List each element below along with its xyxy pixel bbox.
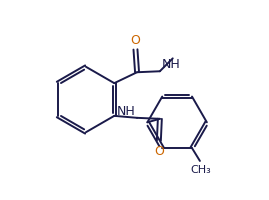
Text: O: O bbox=[130, 34, 140, 47]
Text: CH₃: CH₃ bbox=[190, 165, 211, 175]
Text: O: O bbox=[154, 144, 164, 157]
Text: NH: NH bbox=[161, 57, 180, 70]
Text: NH: NH bbox=[116, 104, 135, 117]
